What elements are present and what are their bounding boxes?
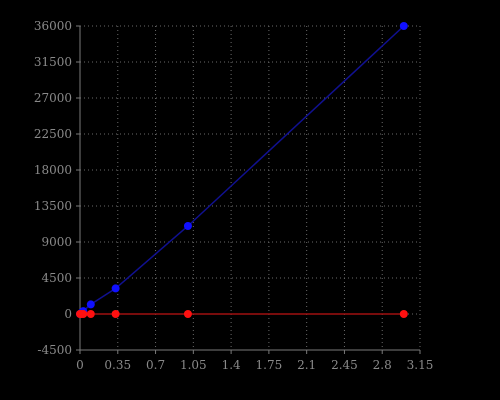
data-point-0-6 xyxy=(399,22,408,30)
y-tick-label: 0 xyxy=(64,307,72,321)
data-point-0-5 xyxy=(183,222,192,230)
y-axis-ticks: -4500 0 4500 9000 13500 18000 22500 27000 31500 3… xyxy=(34,19,80,357)
x-tick-label: 0 xyxy=(76,358,84,372)
x-tick-label: 1.75 xyxy=(256,358,283,372)
x-axis-ticks: 0 0.35 0.7 1.05 1.4 1.75 2.1 2.45 2.8 3.15 xyxy=(76,350,433,372)
grid xyxy=(80,25,421,350)
y-tick-label: 31500 xyxy=(34,55,72,69)
x-tick-label: 2.1 xyxy=(297,358,316,372)
x-tick-label: 0.7 xyxy=(146,358,165,372)
series-1 xyxy=(76,310,408,318)
plot-area xyxy=(76,22,408,318)
y-tick-label: 22500 xyxy=(34,127,72,141)
x-tick-label: 1.05 xyxy=(180,358,207,372)
x-tick-label: 0.35 xyxy=(104,358,131,372)
y-tick-label: 9000 xyxy=(41,235,72,249)
x-tick-label: 1.4 xyxy=(222,358,241,372)
series-0 xyxy=(76,22,408,318)
data-point-0-4 xyxy=(111,284,120,293)
y-tick-label: -4500 xyxy=(37,343,72,357)
data-point-1-2 xyxy=(79,310,88,318)
data-point-0-3 xyxy=(86,300,95,309)
x-tick-label: 3.15 xyxy=(407,358,434,372)
data-point-1-6 xyxy=(399,310,408,318)
data-point-1-3 xyxy=(86,310,95,318)
y-tick-label: 4500 xyxy=(41,271,72,285)
y-tick-label: 36000 xyxy=(34,19,72,33)
y-tick-label: 13500 xyxy=(34,199,72,213)
axes xyxy=(79,26,420,351)
data-point-1-4 xyxy=(111,310,120,318)
x-tick-label: 2.8 xyxy=(373,358,392,372)
y-tick-label: 27000 xyxy=(34,91,72,105)
x-tick-label: 2.45 xyxy=(331,358,358,372)
data-point-1-5 xyxy=(183,310,192,318)
y-tick-label: 18000 xyxy=(34,163,72,177)
